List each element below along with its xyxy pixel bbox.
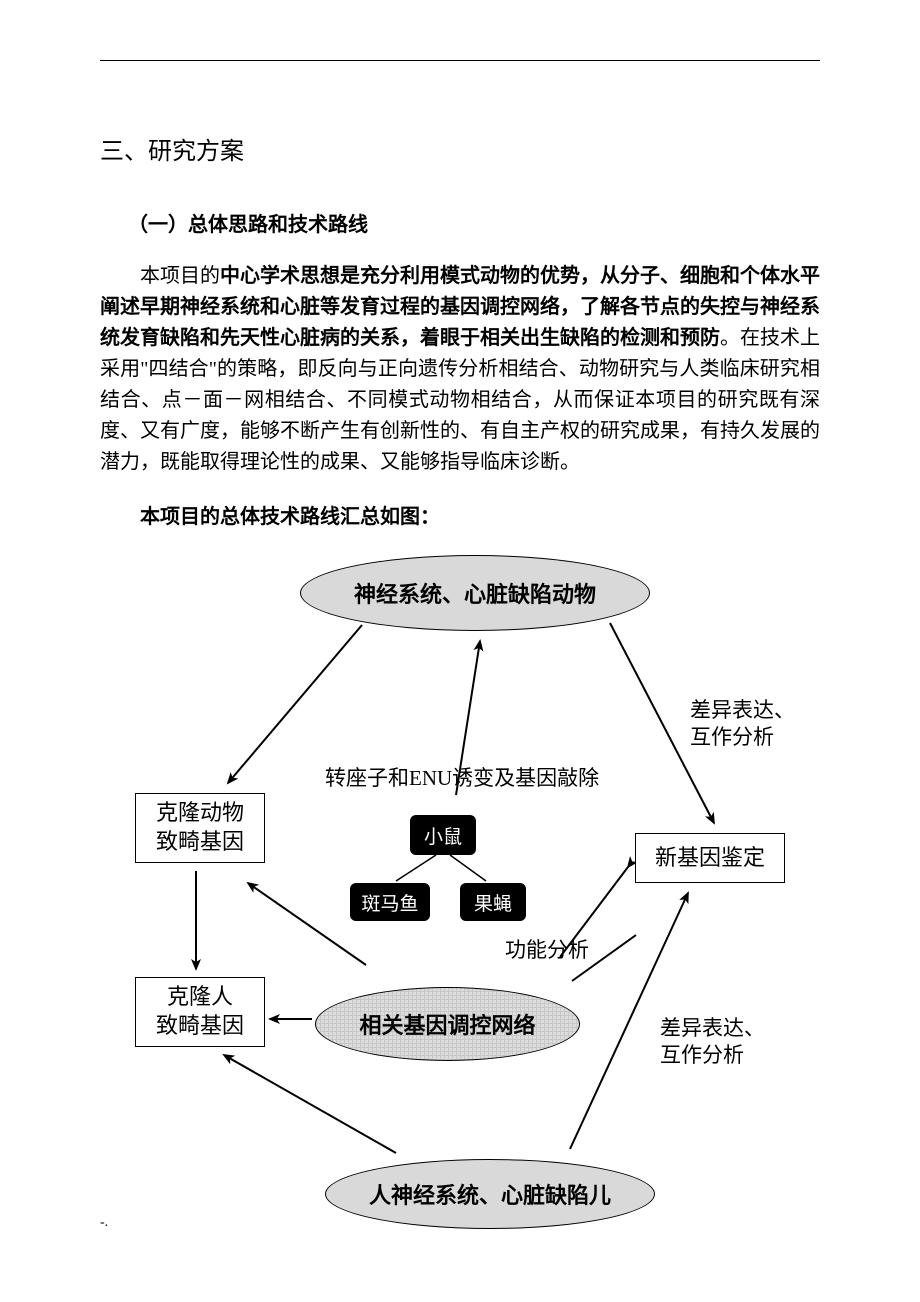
node-network-ellipse-label: 相关基因调控网络: [359, 1008, 535, 1040]
node-new-gene-box: 新基因鉴定: [635, 833, 785, 883]
node-mouse: 小鼠: [410, 815, 476, 855]
footer-mark: -.: [100, 1215, 108, 1231]
node-network-ellipse: 相关基因调控网络: [315, 987, 580, 1061]
node-top-ellipse: 神经系统、心脏缺陷动物: [300, 555, 650, 631]
figure-caption: 本项目的总体技术路线汇总如图：: [100, 500, 820, 529]
node-fly-label: 果蝇: [474, 889, 512, 916]
node-human-gene-label: 克隆人致畸基因: [156, 983, 244, 1040]
section-title: 三、研究方案: [100, 131, 820, 166]
main-paragraph: 本项目的中心学术思想是充分利用模式动物的优势，从分子、细胞和个体水平阐述早期神经…: [100, 261, 820, 478]
node-bottom-ellipse: 人神经系统、心脏缺陷儿: [325, 1159, 655, 1229]
label-diff-expr-bottom: 差异表达、 互作分析: [660, 1015, 765, 1070]
node-top-ellipse-label: 神经系统、心脏缺陷动物: [354, 577, 596, 609]
node-mouse-label: 小鼠: [424, 822, 462, 849]
technical-route-diagram: 神经系统、心脏缺陷动物 人神经系统、心脏缺陷儿 相关基因调控网络 克隆动物致畸基…: [100, 545, 820, 1235]
para-lead: 本项目的: [140, 265, 220, 287]
node-animal-gene-box: 克隆动物致畸基因: [135, 793, 265, 863]
node-new-gene-label: 新基因鉴定: [655, 844, 765, 873]
node-human-gene-box: 克隆人致畸基因: [135, 977, 265, 1047]
label-function-analysis: 功能分析: [505, 937, 589, 964]
label-transposon: 转座子和ENU诱变及基因敲除: [325, 765, 599, 792]
label-diff-expr-top: 差异表达、 互作分析: [690, 697, 795, 752]
node-zebrafish: 斑马鱼: [350, 883, 430, 921]
node-animal-gene-label: 克隆动物致畸基因: [156, 799, 244, 856]
node-zebrafish-label: 斑马鱼: [361, 889, 418, 916]
node-bottom-ellipse-label: 人神经系统、心脏缺陷儿: [369, 1178, 611, 1210]
subsection-title: （一）总体思路和技术路线: [100, 208, 820, 237]
top-rule: [100, 60, 820, 61]
node-fly: 果蝇: [460, 883, 526, 921]
